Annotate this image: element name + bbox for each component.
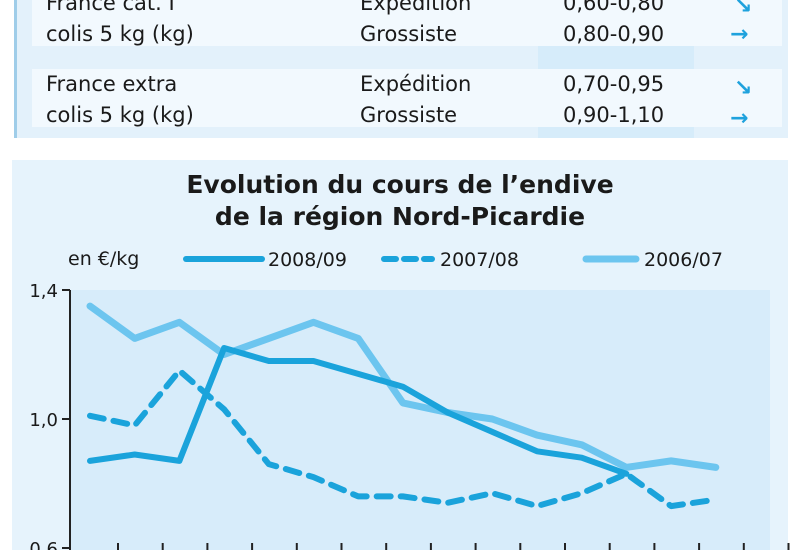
stage-line1: Expédition xyxy=(360,0,472,15)
product-label: France cat. I colis 5 kg (kg) xyxy=(46,0,194,50)
arrow-right-icon: → xyxy=(730,106,749,131)
price-line1: 0,70-0,95 xyxy=(563,72,665,96)
arrow-right-icon: → xyxy=(730,22,749,47)
product-line2: colis 5 kg (kg) xyxy=(46,103,194,127)
y-tick-label: 0,6 xyxy=(29,539,58,550)
series-line-2006-07 xyxy=(86,302,720,471)
y-tick-label: 1,4 xyxy=(29,281,58,302)
stage-label: Expédition Grossiste xyxy=(360,69,471,131)
price-line1: 0,60-0,80 xyxy=(563,0,665,15)
price-value: 0,70-0,95 0,90-1,10 xyxy=(563,69,664,131)
legend-label: 2008/09 xyxy=(268,249,347,271)
y-tick-label: 1,0 xyxy=(29,410,58,431)
price-line2: 0,90-1,10 xyxy=(563,103,665,127)
legend-label: 2006/07 xyxy=(644,249,723,271)
table-row: France cat. I colis 5 kg (kg) Expédition G… xyxy=(32,0,782,46)
stage-line2: Grossiste xyxy=(360,22,458,46)
stage-line2: Grossiste xyxy=(360,103,458,127)
price-line2: 0,80-0,90 xyxy=(563,22,665,46)
chart-title-line1: Evolution du cours de l’endive xyxy=(186,170,614,199)
plot-area xyxy=(70,290,770,550)
y-axis-unit: en €/kg xyxy=(68,248,140,270)
table-side-rule xyxy=(14,0,17,138)
legend-label: 2007/08 xyxy=(440,249,519,271)
arrow-down-right-icon: ↘ xyxy=(734,0,753,19)
product-label: France extra colis 5 kg (kg) xyxy=(46,69,194,131)
arrow-down-right-icon: ↘ xyxy=(734,76,753,101)
stage-line1: Expédition xyxy=(360,72,472,96)
product-line1: France cat. I xyxy=(46,0,175,15)
table-row: France extra colis 5 kg (kg) Expédition Gr… xyxy=(32,69,782,127)
chart-title-line2: de la région Nord-Picardie xyxy=(214,202,586,231)
price-value: 0,60-0,80 0,80-0,90 xyxy=(563,0,664,50)
stage-label: Expédition Grossiste xyxy=(360,0,471,50)
product-line2: colis 5 kg (kg) xyxy=(46,22,194,46)
series-line-2008-09 xyxy=(87,345,630,477)
product-line1: France extra xyxy=(46,72,178,96)
series-line-2007-08 xyxy=(87,367,719,510)
